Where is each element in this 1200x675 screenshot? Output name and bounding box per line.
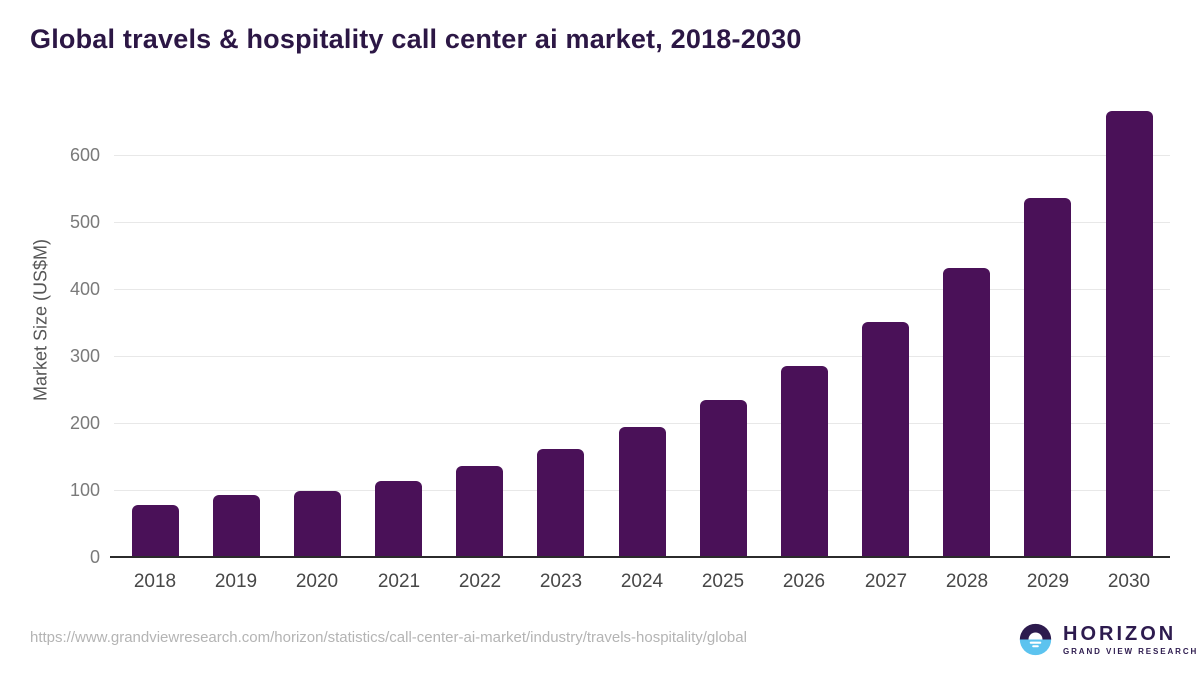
y-tick-label-500: 500 (69, 212, 100, 232)
bar-2023 (537, 449, 584, 557)
y-tick-label-200: 200 (69, 413, 100, 433)
bar-2024 (619, 427, 666, 557)
x-tick-label-2024: 2024 (620, 571, 664, 592)
gridline-300 (114, 355, 1170, 357)
gridline-500 (114, 221, 1170, 223)
y-axis-title: Market Size (US$M) (30, 238, 51, 402)
logo-subtitle: GRAND VIEW RESEARCH (1063, 646, 1199, 656)
x-tick-label-2020: 2020 (295, 571, 339, 592)
x-tick-label-2030: 2030 (1107, 571, 1151, 592)
y-tick-label-300: 300 (69, 346, 100, 366)
y-tick-label-600: 600 (69, 145, 100, 165)
bar-2030 (1106, 111, 1153, 557)
logo-name: HORIZON (1063, 622, 1177, 645)
x-tick-label-2027: 2027 (864, 571, 908, 592)
bar-2020 (294, 491, 341, 557)
bar-2029 (1024, 198, 1071, 557)
gridline-400 (114, 288, 1170, 290)
bar-2027 (862, 322, 909, 557)
bar-2019 (213, 495, 260, 557)
horizon-logo: HORIZON GRAND VIEW RESEARCH (1019, 623, 1198, 656)
x-tick-label-2023: 2023 (539, 571, 583, 592)
horizon-logo-icon (1019, 623, 1052, 656)
logo-text: HORIZON GRAND VIEW RESEARCH (1063, 624, 1198, 656)
x-axis-line (110, 556, 1170, 558)
bar-2026 (781, 366, 828, 557)
chart-title: Global travels & hospitality call center… (30, 24, 802, 54)
x-tick-label-2028: 2028 (945, 571, 989, 592)
x-tick-label-2021: 2021 (377, 571, 421, 592)
bar-2021 (375, 481, 422, 557)
y-tick-label-100: 100 (69, 480, 100, 500)
bar-2022 (456, 466, 503, 557)
gridline-200 (114, 422, 1170, 424)
x-tick-label-2025: 2025 (701, 571, 745, 592)
x-tick-label-2019: 2019 (214, 571, 258, 592)
x-tick-label-2026: 2026 (782, 571, 826, 592)
bar-2018 (132, 505, 179, 557)
gridline-600 (114, 154, 1170, 156)
source-url: https://www.grandviewresearch.com/horizo… (30, 629, 747, 646)
x-tick-label-2022: 2022 (458, 571, 502, 592)
x-tick-label-2018: 2018 (133, 571, 177, 592)
bar-2025 (700, 400, 747, 557)
bar-2028 (943, 268, 990, 557)
x-tick-label-2029: 2029 (1026, 571, 1070, 592)
y-tick-label-0: 0 (89, 547, 100, 567)
y-tick-label-400: 400 (69, 279, 100, 299)
